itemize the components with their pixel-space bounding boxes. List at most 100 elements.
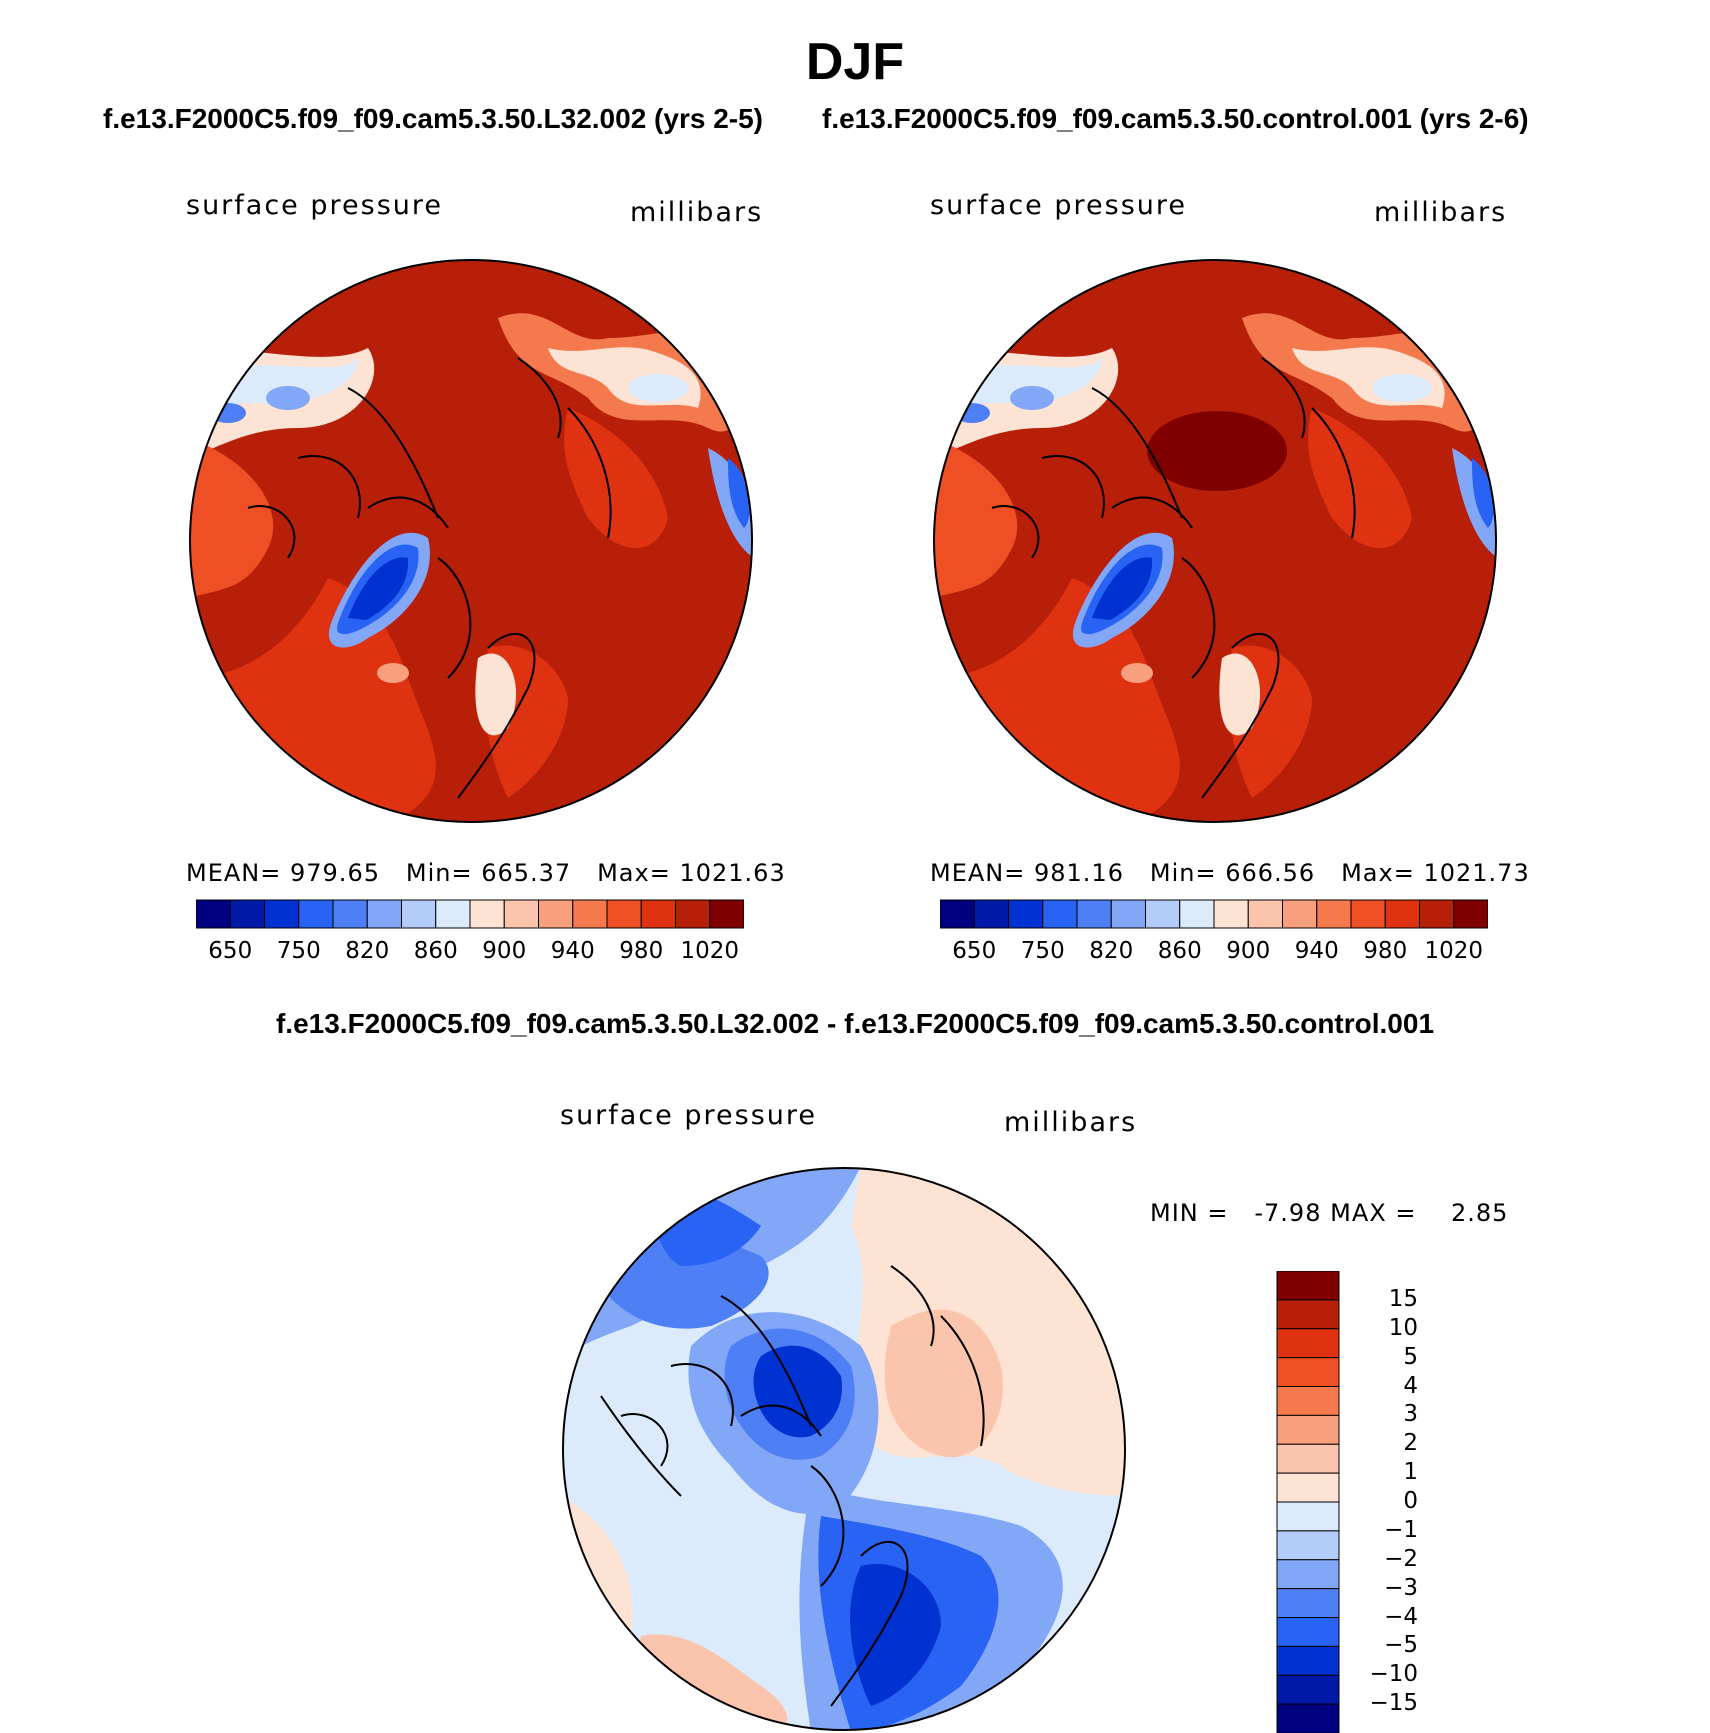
difference-colorbar-ticks: 15 10 5 4 3 2 1 0 −1 −2 −3 −4 −5 −10 −15 [1348, 1271, 1468, 1733]
panel1-colorbar-box [196, 899, 231, 929]
panel2-colorbar-box [1179, 899, 1215, 929]
panel1-colorbar-box [332, 899, 368, 929]
difference-map [562, 1167, 1126, 1731]
difference-colorbar-box [1276, 1530, 1340, 1561]
panel1-colorbar-box [366, 899, 402, 929]
panel1-map [189, 259, 753, 823]
panel2-colorbar-box [1350, 899, 1386, 929]
difference-colorbar-box [1276, 1414, 1340, 1445]
panel2-colorbar-ticks: 650 750 820 860 900 940 980 1020 [940, 938, 1488, 968]
panel2-colorbar-box [1247, 899, 1283, 929]
panel2-colorbar-box [1384, 899, 1420, 929]
panel1-colorbar-box [298, 899, 334, 929]
difference-colorbar-tick-label: −5 [1384, 1632, 1418, 1659]
panel2-title: f.e13.F2000C5.f09_f09.cam5.3.50.control.… [822, 103, 1529, 134]
panel2-colorbar-box [940, 899, 975, 929]
panel2-colorbar-box [1282, 899, 1318, 929]
panel2-colorbar-box [1316, 899, 1352, 929]
panel2-colorbar-box [1076, 899, 1112, 929]
panel2-colorbar-tick-label: 1020 [1424, 938, 1484, 964]
panel2-colorbar-tick-label: 750 [1020, 938, 1065, 964]
panel2-colorbar-tick-label: 980 [1363, 938, 1408, 964]
difference-colorbar-box [1276, 1588, 1340, 1619]
panel2-colorbar-box [973, 899, 1009, 929]
panel1-colorbar-box [640, 899, 676, 929]
difference-title: f.e13.F2000C5.f09_f09.cam5.3.50.L32.002 … [275, 1008, 1435, 1039]
panel1-colorbar-box [264, 899, 300, 929]
panel1-colorbar-box [572, 899, 608, 929]
panel1-colorbar-ticks: 650 750 820 860 900 940 980 1020 [196, 938, 744, 968]
difference-variable-label: surface pressure [560, 1100, 817, 1131]
difference-colorbar-box [1276, 1472, 1340, 1503]
panel1-colorbar-tick-label: 1020 [680, 938, 740, 964]
panel1-colorbar-box [538, 899, 574, 929]
panel1-colorbar-box [606, 899, 642, 929]
difference-colorbar-box [1276, 1328, 1340, 1359]
panel2-colorbar-box [1008, 899, 1044, 929]
panel1-colorbar-box [229, 899, 265, 929]
difference-colorbar-box [1276, 1559, 1340, 1590]
panel1-colorbar-tick-label: 940 [550, 938, 595, 964]
panel2-colorbar-box [1145, 899, 1181, 929]
panel2-variable-label: surface pressure [930, 190, 1187, 221]
difference-colorbar-tick-label: 1 [1403, 1459, 1418, 1486]
panel1-colorbar-box [401, 899, 437, 929]
panel1-units-label: millibars [630, 197, 764, 228]
figure-title: DJF [805, 33, 905, 91]
panel2-units-label: millibars [1374, 197, 1508, 228]
difference-units-label: millibars [1004, 1107, 1138, 1138]
panel1-colorbar-tick-label: 980 [619, 938, 664, 964]
panel2-colorbar-tick-label: 650 [952, 938, 997, 964]
difference-colorbar-box [1276, 1703, 1340, 1733]
difference-colorbar-tick-label: −3 [1384, 1574, 1418, 1601]
difference-colorbar-box [1276, 1443, 1340, 1474]
panel2-colorbar-box [1110, 899, 1146, 929]
panel1-colorbar-tick-label: 650 [208, 938, 253, 964]
panel2-colorbar [940, 899, 1488, 929]
difference-colorbar-box [1276, 1271, 1340, 1301]
panel2-colorbar-tick-label: 940 [1294, 938, 1339, 964]
panel2-map [933, 259, 1497, 823]
difference-colorbar-tick-label: 2 [1403, 1430, 1418, 1457]
difference-colorbar-tick-label: 3 [1403, 1401, 1418, 1428]
difference-colorbar-tick-label: 4 [1403, 1372, 1418, 1399]
difference-colorbar-box [1276, 1299, 1340, 1330]
difference-colorbar-box [1276, 1501, 1340, 1532]
difference-colorbar-box [1276, 1357, 1340, 1388]
panel2-colorbar-tick-label: 900 [1226, 938, 1271, 964]
panel1-variable-label: surface pressure [186, 190, 443, 221]
difference-stats: MIN = -7.98 MAX = 2.85 [1150, 1199, 1509, 1227]
difference-colorbar-tick-label: −2 [1384, 1545, 1418, 1572]
difference-colorbar-box [1276, 1386, 1340, 1416]
panel1-colorbar-box [675, 899, 711, 929]
difference-colorbar-box [1276, 1674, 1340, 1705]
panel2-stats: MEAN= 981.16 Min= 666.56 Max= 1021.73 [930, 859, 1530, 887]
difference-colorbar-box [1276, 1645, 1340, 1676]
panel2-colorbar-box [1042, 899, 1078, 929]
difference-colorbar-tick-label: −4 [1384, 1603, 1418, 1630]
difference-colorbar-box [1276, 1617, 1340, 1647]
panel1-colorbar-box [435, 899, 471, 929]
panel1-colorbar-box [469, 899, 505, 929]
difference-colorbar-tick-label: 10 [1388, 1314, 1418, 1341]
difference-colorbar-tick-label: 5 [1403, 1343, 1418, 1370]
panel1-colorbar-box [503, 899, 539, 929]
panel1-colorbar-tick-label: 820 [345, 938, 390, 964]
panel1-colorbar-tick-label: 750 [276, 938, 321, 964]
panel2-colorbar-tick-label: 860 [1157, 938, 1202, 964]
panel1-title: f.e13.F2000C5.f09_f09.cam5.3.50.L32.002 … [103, 103, 763, 134]
difference-colorbar-tick-label: 15 [1388, 1285, 1418, 1312]
difference-colorbar-tick-label: 0 [1403, 1488, 1418, 1514]
panel1-stats: MEAN= 979.65 Min= 665.37 Max= 1021.63 [186, 859, 786, 887]
panel2-colorbar-box [1213, 899, 1249, 929]
panel2-colorbar-box [1453, 899, 1488, 929]
difference-colorbar-tick-label: −10 [1369, 1661, 1418, 1688]
panel1-colorbar [196, 899, 744, 929]
difference-colorbar-tick-label: −1 [1384, 1516, 1418, 1543]
difference-colorbar [1276, 1271, 1340, 1733]
panel1-colorbar-tick-label: 900 [482, 938, 527, 964]
panel1-colorbar-tick-label: 860 [413, 938, 458, 964]
panel2-colorbar-tick-label: 820 [1089, 938, 1134, 964]
panel1-colorbar-box [709, 899, 744, 929]
difference-colorbar-tick-label: −15 [1369, 1690, 1418, 1717]
